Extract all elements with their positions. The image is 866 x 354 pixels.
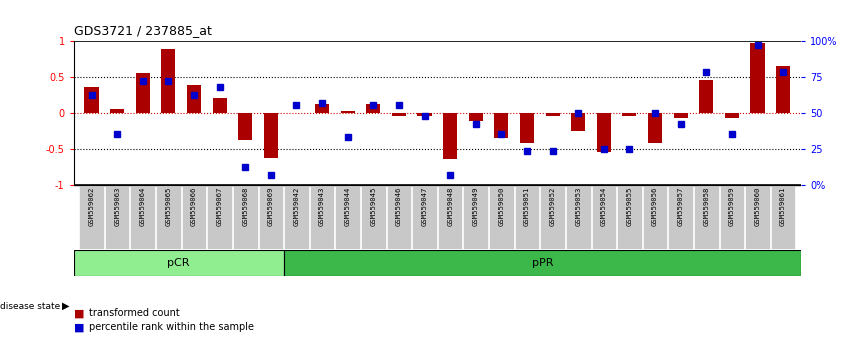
FancyBboxPatch shape (335, 186, 360, 249)
Bar (699, 80, 714, 113)
Text: GSM559054: GSM559054 (601, 187, 607, 226)
Text: ■: ■ (74, 322, 84, 332)
Text: GSM559049: GSM559049 (473, 187, 479, 226)
FancyBboxPatch shape (182, 186, 206, 249)
Text: GSM559065: GSM559065 (165, 187, 171, 226)
FancyBboxPatch shape (565, 186, 591, 249)
Text: GSM559067: GSM559067 (216, 187, 223, 226)
Text: GSM559058: GSM559058 (703, 187, 709, 226)
Text: GSM559048: GSM559048 (447, 187, 453, 226)
FancyBboxPatch shape (207, 186, 232, 249)
Text: ▶: ▶ (62, 301, 70, 311)
Text: percentile rank within the sample: percentile rank within the sample (89, 322, 255, 332)
Bar (136, 73, 150, 113)
Text: GSM559066: GSM559066 (191, 187, 197, 226)
Text: GSM559052: GSM559052 (550, 187, 556, 226)
FancyBboxPatch shape (105, 186, 129, 249)
FancyBboxPatch shape (591, 186, 616, 249)
Text: GSM559050: GSM559050 (498, 187, 504, 226)
Bar (85, 87, 99, 113)
Bar (187, 85, 201, 113)
Bar (212, 98, 227, 113)
FancyBboxPatch shape (386, 186, 411, 249)
Bar (264, 113, 278, 158)
FancyBboxPatch shape (694, 186, 719, 249)
Bar (340, 111, 355, 113)
Bar (751, 43, 765, 113)
Bar (494, 113, 508, 138)
Bar (572, 113, 585, 131)
Bar (284, 250, 801, 276)
Text: GSM559043: GSM559043 (319, 187, 325, 226)
Text: GSM559053: GSM559053 (575, 187, 581, 226)
Text: GSM559046: GSM559046 (396, 187, 402, 226)
FancyBboxPatch shape (361, 186, 385, 249)
FancyBboxPatch shape (463, 186, 488, 249)
Text: GSM559051: GSM559051 (524, 187, 530, 226)
Text: GSM559068: GSM559068 (242, 187, 249, 226)
Text: GSM559055: GSM559055 (626, 187, 632, 226)
Text: pPR: pPR (532, 258, 553, 268)
Text: GDS3721 / 237885_at: GDS3721 / 237885_at (74, 24, 211, 37)
Text: GSM559069: GSM559069 (268, 187, 274, 226)
Text: GSM559057: GSM559057 (678, 187, 683, 226)
Text: GSM559062: GSM559062 (88, 187, 94, 226)
Bar (623, 113, 637, 116)
FancyBboxPatch shape (412, 186, 436, 249)
FancyBboxPatch shape (80, 186, 104, 249)
Text: GSM559045: GSM559045 (371, 187, 377, 226)
FancyBboxPatch shape (156, 186, 181, 249)
Bar (520, 113, 534, 143)
Text: disease state: disease state (0, 302, 61, 311)
FancyBboxPatch shape (438, 186, 462, 249)
Text: GSM559042: GSM559042 (294, 187, 300, 226)
FancyBboxPatch shape (617, 186, 642, 249)
FancyBboxPatch shape (514, 186, 540, 249)
Bar (776, 66, 790, 113)
Bar (417, 113, 431, 116)
Bar (366, 104, 380, 113)
FancyBboxPatch shape (540, 186, 565, 249)
FancyBboxPatch shape (643, 186, 668, 249)
FancyBboxPatch shape (720, 186, 744, 249)
Bar (74, 250, 284, 276)
FancyBboxPatch shape (489, 186, 514, 249)
FancyBboxPatch shape (771, 186, 795, 249)
Bar (725, 113, 739, 118)
Bar (443, 113, 457, 159)
FancyBboxPatch shape (310, 186, 334, 249)
Bar (238, 113, 252, 140)
Text: GSM559061: GSM559061 (780, 187, 786, 226)
FancyBboxPatch shape (259, 186, 283, 249)
Text: GSM559047: GSM559047 (422, 187, 428, 226)
Bar (110, 109, 124, 113)
FancyBboxPatch shape (284, 186, 309, 249)
Text: GSM559059: GSM559059 (729, 187, 735, 226)
Text: pCR: pCR (167, 258, 190, 268)
Text: GSM559064: GSM559064 (139, 187, 145, 226)
FancyBboxPatch shape (131, 186, 155, 249)
Bar (469, 113, 483, 121)
Bar (391, 113, 406, 116)
FancyBboxPatch shape (669, 186, 693, 249)
FancyBboxPatch shape (746, 186, 770, 249)
Bar (597, 113, 611, 152)
Text: GSM559060: GSM559060 (754, 187, 760, 226)
Text: transformed count: transformed count (89, 308, 180, 318)
Bar (648, 113, 662, 143)
Text: GSM559056: GSM559056 (652, 187, 658, 226)
FancyBboxPatch shape (233, 186, 257, 249)
Text: GSM559063: GSM559063 (114, 187, 120, 226)
Bar (161, 49, 176, 113)
Text: GSM559044: GSM559044 (345, 187, 351, 226)
Bar (674, 113, 688, 118)
Bar (546, 113, 559, 116)
Bar (315, 104, 329, 113)
Text: ■: ■ (74, 308, 84, 318)
